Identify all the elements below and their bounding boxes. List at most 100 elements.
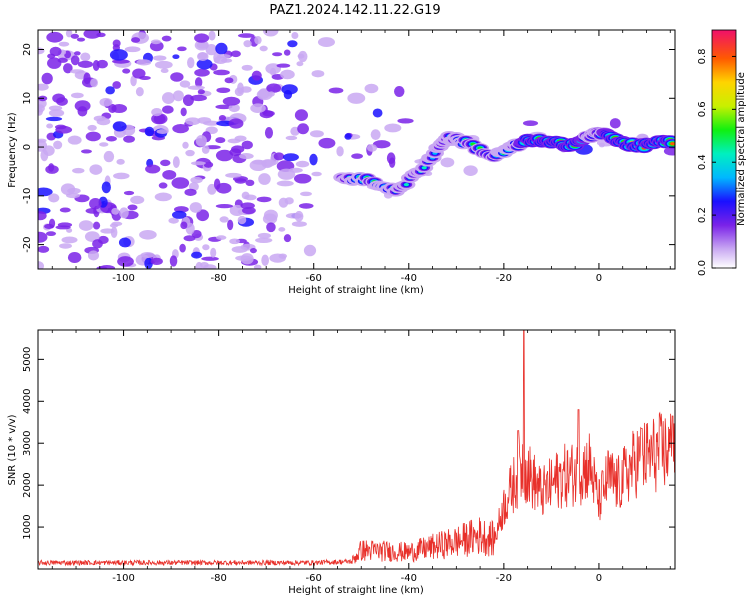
snr-x-tick-label: -80: [210, 573, 226, 584]
spectrogram-cell: [237, 215, 247, 225]
spectrogram-cell: [288, 167, 303, 173]
spectrogram-cell: [311, 70, 325, 78]
spectrogram-x-tick-label: -80: [210, 273, 226, 284]
spectrogram-cell: [300, 191, 312, 197]
spectrogram-cell: [229, 148, 242, 157]
snr-y-tick-label: 4000: [22, 389, 33, 414]
spectrogram-cell: [195, 134, 207, 147]
spectrogram-cell: [202, 244, 210, 251]
spectrogram-cell: [99, 97, 113, 107]
spectrogram-cell: [172, 156, 180, 169]
spectrogram-cell: [440, 157, 455, 168]
spectrogram-y-ticks: -20 -10 0 10 20: [22, 43, 675, 253]
spectrogram-cell: [172, 90, 184, 102]
spectrogram-x-tick-label: -20: [496, 273, 512, 284]
spectrogram-cell: [267, 91, 275, 97]
spectrogram-cell: [215, 149, 234, 162]
spectrogram-cell: [49, 46, 62, 57]
spectrogram-cell: [201, 145, 210, 154]
spectrogram-cell: [295, 160, 310, 168]
spectrogram-background: [38, 30, 675, 269]
spectrogram-x-tick-label: -60: [306, 273, 322, 284]
spectrogram-cell: [272, 52, 283, 57]
spectrogram-cell: [168, 217, 179, 224]
spectrogram-cell: [213, 69, 230, 76]
spectrogram-cell: [161, 35, 172, 42]
spectrogram-cell: [122, 68, 131, 74]
spectrogram-cell: [130, 195, 145, 205]
spectrogram-cell: [87, 250, 100, 261]
spectrogram-cell: [131, 37, 141, 43]
spectrogram-cell: [388, 157, 396, 168]
spectrogram-cell: [207, 183, 217, 195]
spectrogram-x-tick-label: -40: [401, 273, 417, 284]
spectrogram-cell: [58, 41, 70, 47]
spectrogram-cell: [154, 192, 172, 202]
spectrogram-cell: [215, 137, 226, 144]
snr-x-tick-label: -100: [112, 573, 135, 584]
spectrogram-cell: [222, 96, 241, 106]
spectrogram-cell: [254, 35, 262, 45]
spectrogram-cell: [278, 227, 286, 232]
spectrogram-cell: [196, 41, 209, 49]
spectrogram-cell: [130, 75, 137, 87]
spectrogram-cell: [123, 190, 135, 196]
spectrogram-x-tick-label: -100: [112, 273, 135, 284]
spectrogram-cell: [179, 243, 186, 253]
spectrogram-cell: [108, 103, 117, 113]
colorbar-tick-label: 0.8: [697, 48, 708, 64]
spectrogram-cell: [117, 256, 134, 267]
spectrogram-cell: [154, 60, 173, 69]
spectrogram-cell: [291, 32, 299, 39]
spectrogram-cell: [180, 221, 188, 230]
spectrogram-cell: [135, 87, 144, 97]
spectrogram-cell: [397, 118, 414, 124]
spectrogram-cell: [215, 42, 228, 55]
spectrogram-cell: [245, 179, 255, 187]
spectrogram-cell: [54, 124, 67, 130]
colorbar-ticks: 0.0 0.2 0.4 0.6 0.8: [697, 48, 736, 276]
spectrogram-cell: [364, 83, 379, 94]
snr-x-label: Height of straight line (km): [288, 585, 424, 596]
spectrogram-cell: [83, 30, 102, 39]
spectrogram-cell: [38, 83, 49, 91]
spectrogram-cell: [93, 115, 106, 122]
spectrogram-cell: [172, 54, 180, 60]
spectrogram-cell: [234, 178, 247, 184]
spectrogram-x-tick-label: 0: [596, 273, 602, 284]
spectrogram-cell: [65, 30, 73, 38]
spectrogram-cell: [215, 235, 227, 240]
spectrogram-cell: [663, 146, 675, 156]
spectrogram-ridge-cell: [421, 166, 427, 170]
spectrogram-cell: [103, 150, 115, 163]
spectrogram-cell: [344, 133, 352, 140]
spectrogram-cell: [179, 80, 191, 88]
spectrogram-cell: [230, 50, 241, 58]
spectrogram-y-label: Frequency (Hz): [7, 112, 18, 188]
spectrogram-cell: [239, 153, 254, 160]
spectrogram-cell: [80, 149, 92, 154]
spectrogram-cell: [48, 218, 56, 229]
spectrogram-cell: [351, 153, 363, 159]
spectrogram-ridge: [333, 126, 675, 197]
spectrogram-cell: [213, 51, 221, 64]
spectrogram-cell: [59, 243, 72, 249]
snr-y-tick-label: 1000: [22, 514, 33, 539]
spectrogram-cell: [111, 207, 120, 215]
spectrogram-cell: [60, 183, 76, 196]
spectrogram-cell: [84, 231, 100, 242]
spectrogram-cell: [67, 252, 82, 263]
spectrogram-cell: [59, 207, 71, 213]
spectrogram-cell: [336, 146, 344, 157]
spectrogram-cell: [282, 153, 299, 162]
snr-x-tick-label: 0: [596, 573, 602, 584]
spectrogram-cell: [219, 216, 229, 223]
spectrogram-cell: [210, 247, 217, 258]
spectrogram-cell: [303, 244, 317, 257]
spectrogram-cell: [294, 210, 304, 222]
spectrogram-cell: [112, 121, 127, 132]
spectrogram-cell: [70, 33, 80, 39]
colorbar-gradient: [711, 29, 737, 269]
spectrogram-cell: [140, 251, 155, 258]
